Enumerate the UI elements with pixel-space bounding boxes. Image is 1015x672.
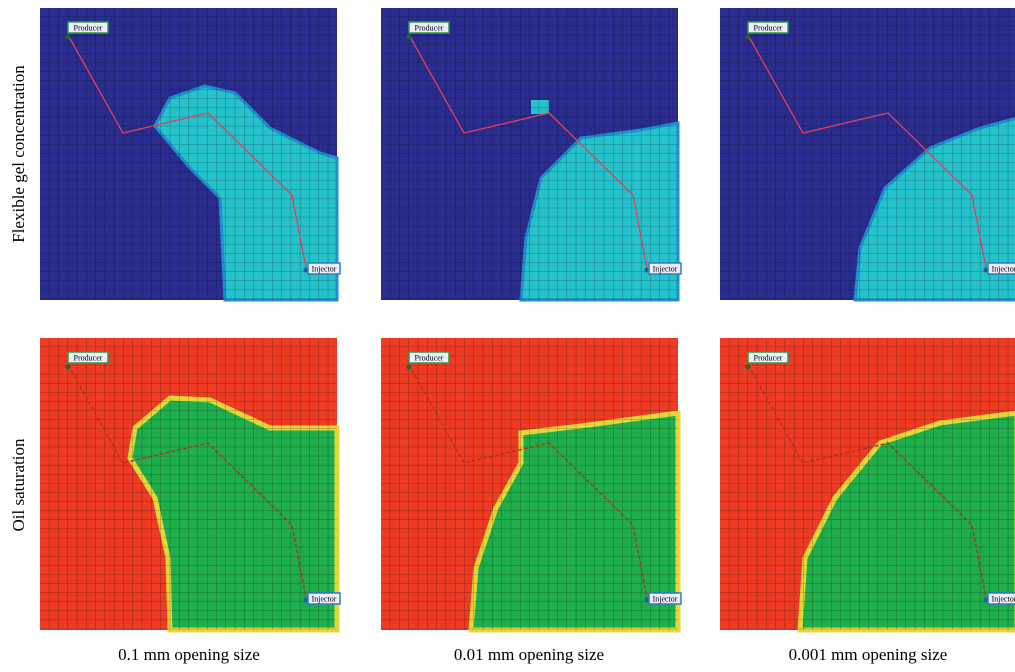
producer-dot bbox=[746, 365, 751, 370]
injector-label: Injector bbox=[653, 595, 678, 604]
injector-label: Injector bbox=[992, 595, 1015, 604]
producer-label: Producer bbox=[74, 24, 103, 33]
panel: Producer Injector bbox=[381, 8, 681, 300]
producer-label: Producer bbox=[754, 24, 783, 33]
producer-dot bbox=[746, 35, 751, 40]
producer-dot bbox=[66, 365, 71, 370]
column-label: 0.01 mm opening size bbox=[454, 645, 604, 664]
panel: Producer Injector bbox=[720, 8, 1015, 300]
producer-label: Producer bbox=[415, 354, 444, 363]
figure: Flexible gel concentration Oil saturatio… bbox=[0, 0, 1015, 667]
grid bbox=[381, 338, 678, 630]
grid bbox=[720, 338, 1015, 630]
grid bbox=[40, 338, 337, 630]
injector-label: Injector bbox=[653, 265, 678, 274]
producer-dot bbox=[66, 35, 71, 40]
injector-label: Injector bbox=[992, 265, 1015, 274]
injector-label: Injector bbox=[312, 265, 337, 274]
panel: Producer Injector bbox=[40, 8, 340, 300]
panel: Producer Injector bbox=[720, 338, 1015, 630]
producer-dot bbox=[407, 365, 412, 370]
producer-label: Producer bbox=[754, 354, 783, 363]
column-label: 0.1 mm opening size bbox=[118, 645, 260, 664]
grid bbox=[381, 8, 678, 300]
producer-dot bbox=[407, 35, 412, 40]
row-label: Oil saturation bbox=[9, 438, 28, 532]
injector-label: Injector bbox=[312, 595, 337, 604]
panel: Producer Injector bbox=[381, 338, 681, 630]
panel: Producer Injector bbox=[40, 338, 340, 630]
grid bbox=[720, 8, 1015, 300]
producer-label: Producer bbox=[415, 24, 444, 33]
row-label: Flexible gel concentration bbox=[9, 65, 28, 243]
grid bbox=[40, 8, 337, 300]
column-label: 0.001 mm opening size bbox=[789, 645, 948, 664]
producer-label: Producer bbox=[74, 354, 103, 363]
